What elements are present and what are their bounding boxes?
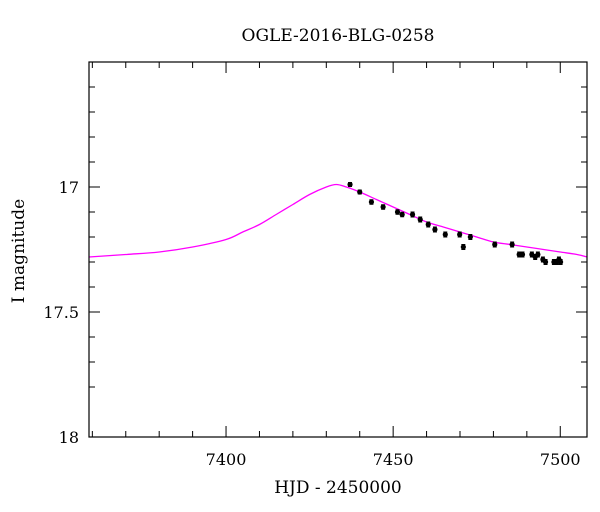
x-tick-label: 7450 <box>373 450 414 469</box>
x-tick-label: 7500 <box>540 450 581 469</box>
data-point <box>519 251 526 258</box>
y-tick-label: 17.5 <box>43 303 79 322</box>
data-point <box>535 251 541 258</box>
axis-ticks <box>89 61 587 437</box>
axis-tick-labels: 7400 7450 7500 17 17.5 18 <box>43 178 580 469</box>
data-point <box>457 231 463 238</box>
data-point <box>399 211 405 218</box>
y-tick-label: 18 <box>59 428 79 447</box>
data-point <box>460 244 466 250</box>
data-point <box>432 226 438 233</box>
data-point <box>492 241 498 248</box>
data-points <box>347 181 564 265</box>
data-point <box>409 211 416 218</box>
y-tick-label: 17 <box>59 178 79 197</box>
data-point <box>467 234 473 240</box>
data-point <box>357 189 363 195</box>
plot-frame <box>88 61 588 438</box>
data-point <box>394 209 401 215</box>
data-point <box>442 231 448 238</box>
data-point <box>417 216 423 223</box>
y-axis-label: I magnitude <box>9 199 29 303</box>
data-point <box>380 204 386 210</box>
data-point <box>509 241 515 248</box>
chart-title: OGLE-2016-BLG-0258 <box>242 26 435 46</box>
data-point <box>557 259 564 265</box>
data-point <box>542 259 549 265</box>
data-point <box>425 221 431 228</box>
data-point <box>368 199 375 205</box>
data-point <box>347 181 353 188</box>
x-tick-label: 7400 <box>206 450 247 469</box>
model-curve <box>88 183 588 258</box>
x-axis-label: HJD - 2450000 <box>274 478 402 498</box>
